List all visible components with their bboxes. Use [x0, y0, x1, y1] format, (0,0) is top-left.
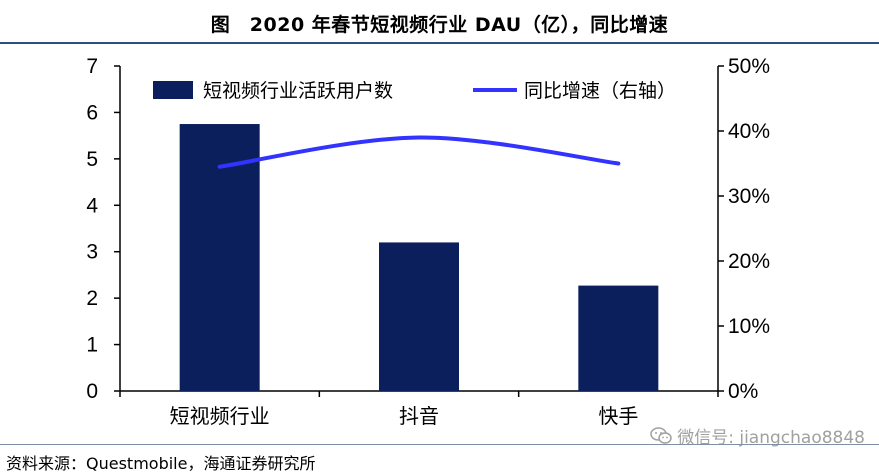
right-tick-label: 0% — [728, 380, 758, 403]
right-tick-label: 50% — [728, 55, 770, 78]
legend-bar-swatch — [153, 81, 193, 99]
left-tick-label: 0 — [86, 380, 98, 403]
title-bar: 图 2020 年春节短视频行业 DAU（亿），同比增速 — [0, 0, 879, 44]
x-tick-label: 抖音 — [399, 404, 439, 428]
source-bar: 资料来源：Questmobile，海通证券研究所 — [0, 444, 879, 475]
right-tick-label: 20% — [728, 250, 770, 273]
left-tick-label: 5 — [86, 148, 98, 171]
watermark: 微信号: jiangchao8848 — [650, 423, 865, 448]
left-tick-label: 4 — [86, 194, 98, 217]
x-tick-label: 短视频行业 — [170, 404, 270, 428]
left-tick-label: 2 — [86, 287, 98, 310]
x-tick-label: 快手 — [598, 404, 638, 428]
left-tick-label: 7 — [86, 55, 98, 78]
right-tick-label: 40% — [728, 120, 770, 143]
dau-chart: 0 1 2 3 4 5 6 7 0% 10% 20% 30% 40% 50% 短视频行业 抖音 快手 短视频行业活… — [86, 55, 770, 428]
wechat-icon — [650, 426, 672, 444]
dau-bar — [578, 285, 659, 391]
left-tick-label: 6 — [86, 101, 98, 124]
legend-bar-label: 短视频行业活跃用户数 — [203, 80, 393, 102]
left-tick-label: 3 — [86, 241, 98, 264]
watermark-text: 微信号: jiangchao8848 — [677, 428, 865, 448]
legend-line-label: 同比增速（右轴） — [524, 80, 676, 102]
right-tick-label: 30% — [728, 185, 770, 208]
right-tick-label: 10% — [728, 315, 770, 338]
source-text: 资料来源：Questmobile，海通证券研究所 — [6, 454, 316, 473]
growth-rate-line — [217, 135, 621, 169]
dau-bar — [179, 124, 260, 392]
chart-title: 图 2020 年春节短视频行业 DAU（亿），同比增速 — [210, 14, 669, 36]
dau-bar — [379, 242, 459, 391]
left-tick-label: 1 — [86, 334, 98, 357]
